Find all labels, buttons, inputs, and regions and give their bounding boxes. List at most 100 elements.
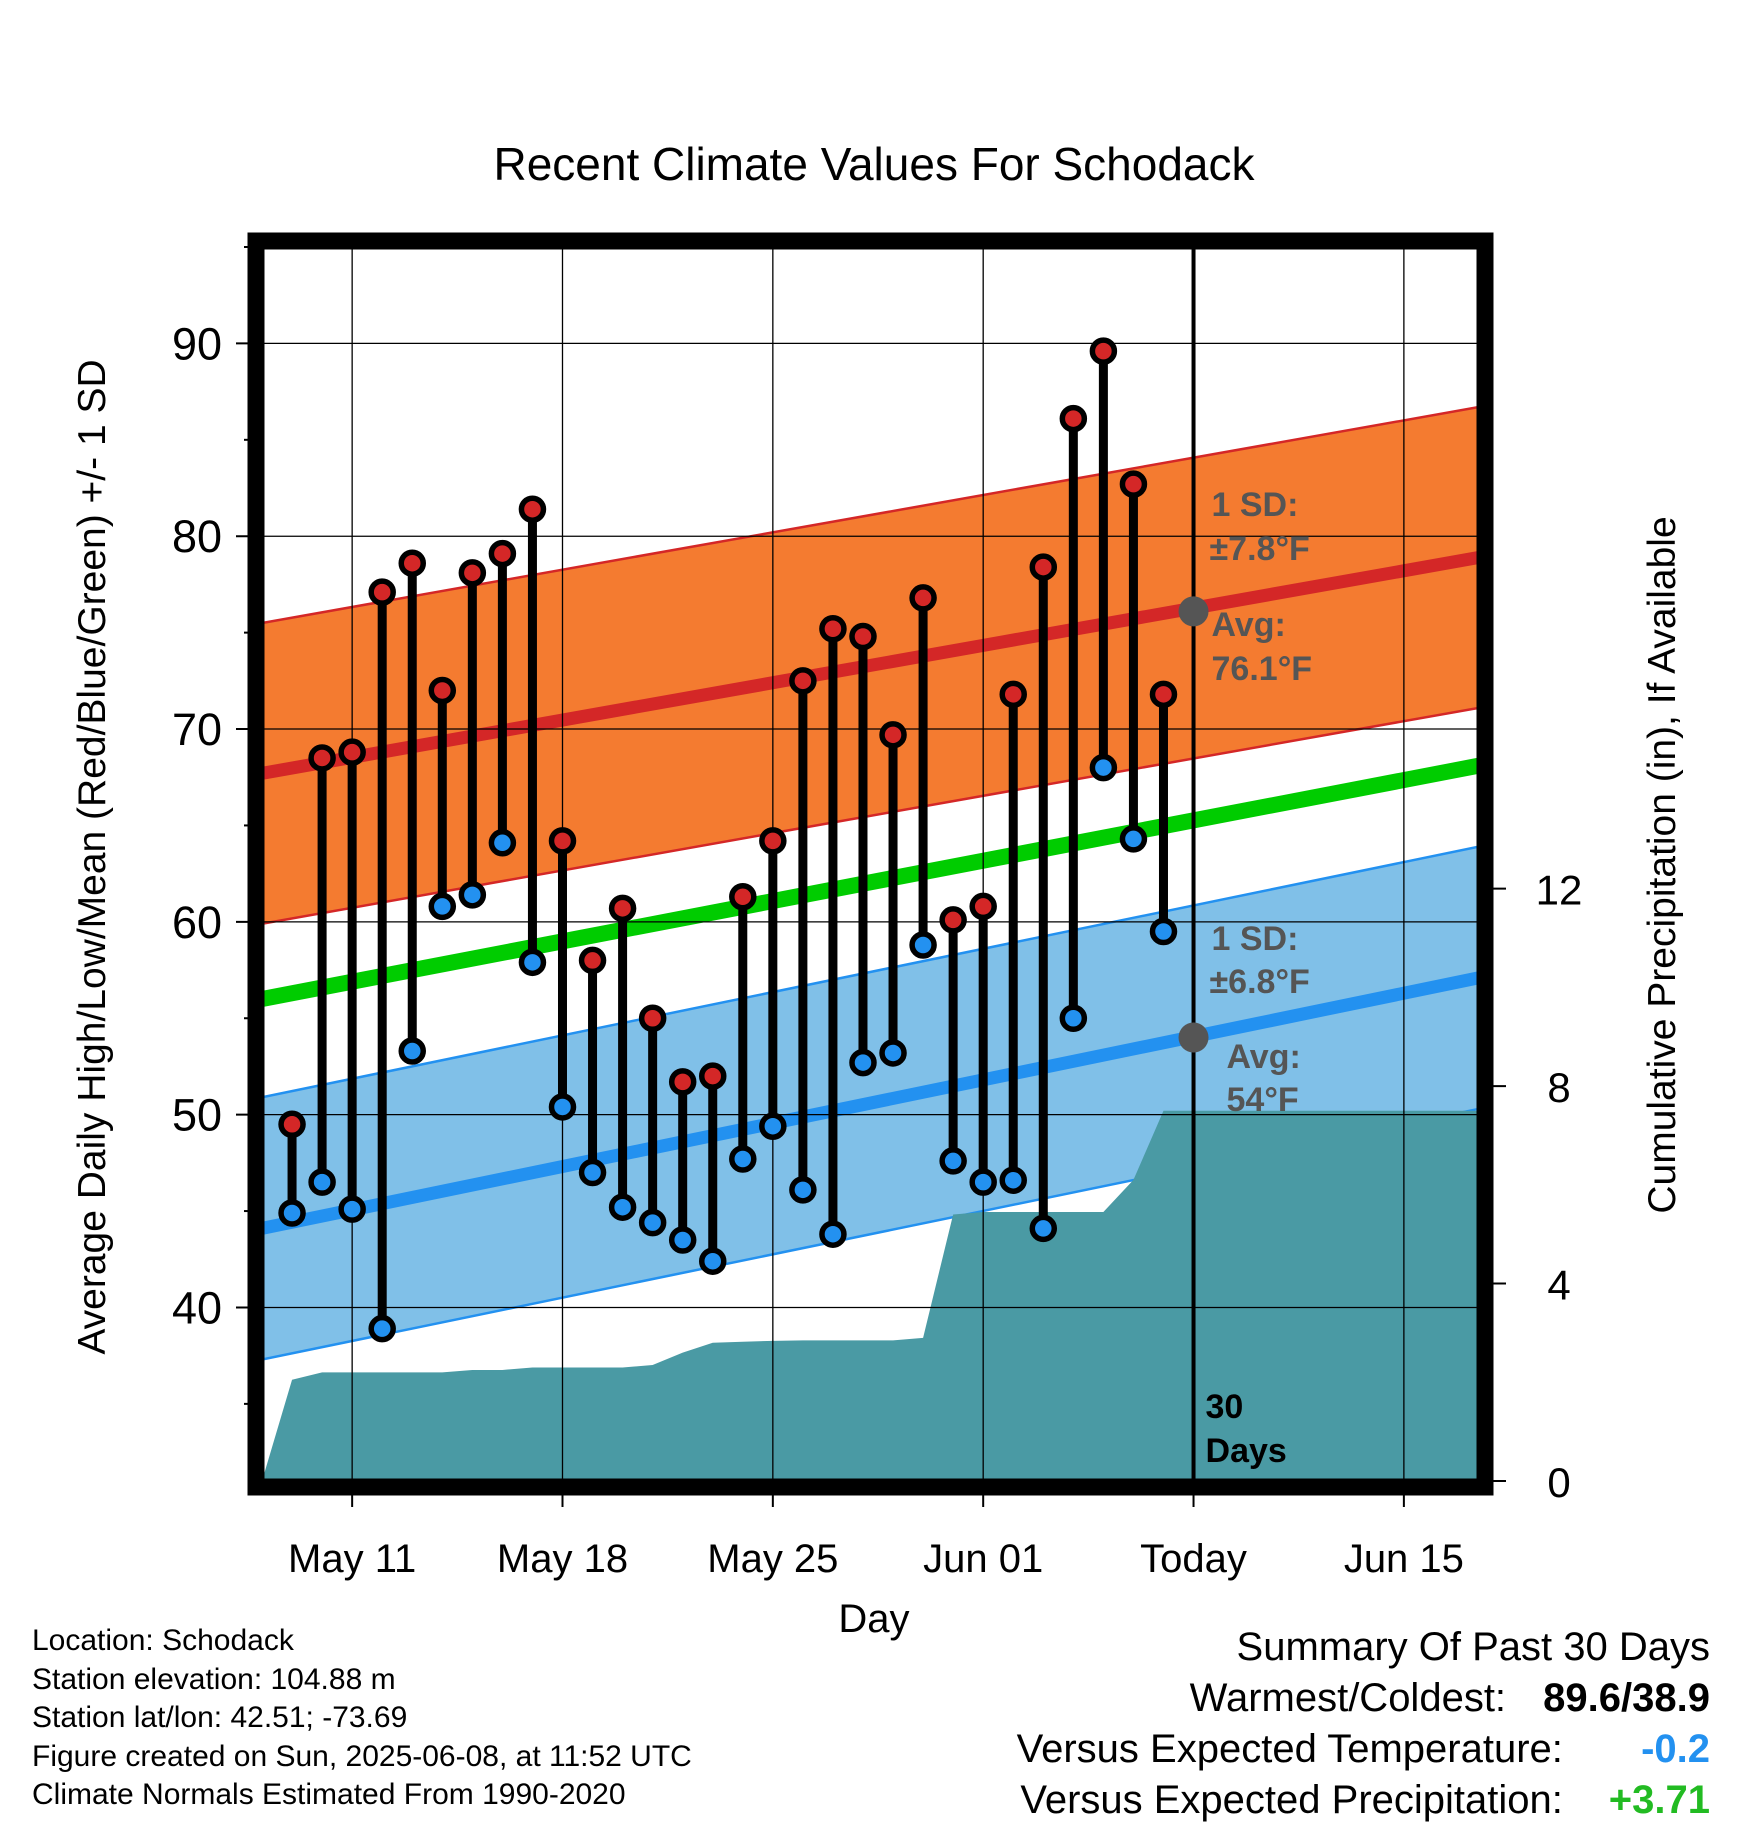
- plot-frame: [247, 232, 1494, 1496]
- high-point: [1089, 337, 1118, 365]
- normal-high-line: [262, 551, 1479, 780]
- low-point: [1149, 917, 1178, 946]
- plot-area: 1 SD: ±7.8°F Avg: 76.1°F 1 SD: ±6.8°F Avg: 54°F…: [262, 247, 1479, 1481]
- high-point: [608, 894, 637, 923]
- high-point: [1059, 404, 1088, 433]
- low-point: [1029, 1214, 1058, 1243]
- high-point: [939, 906, 967, 934]
- precip-row: Versus Expected Precipitation: +3.71: [1017, 1775, 1710, 1826]
- low-point: [338, 1195, 366, 1223]
- x-tick-label: Today: [1140, 1537, 1247, 1581]
- temp-label: Versus Expected Temperature:: [1016, 1727, 1563, 1771]
- high-point: [789, 667, 817, 695]
- low-point: [308, 1168, 336, 1196]
- high-point: [999, 680, 1027, 709]
- high-point: [338, 738, 366, 766]
- low-sd-band-upper-edge: [262, 845, 1479, 1099]
- high-point: [458, 559, 487, 587]
- high-sd-band-upper-edge: [262, 405, 1479, 625]
- plot-content: 1 SD: ±7.8°F Avg: 76.1°F 1 SD: ±6.8°F Avg: 54°F…: [262, 247, 1479, 1481]
- x-tick-label: Jun 01: [923, 1537, 1043, 1581]
- high-point: [488, 539, 517, 568]
- normals-text: Climate Normals Estimated From 1990-2020: [32, 1778, 626, 1811]
- high-avg-label: Avg:: [1212, 606, 1286, 644]
- low-point: [939, 1147, 967, 1175]
- high-point: [308, 744, 336, 772]
- high-point: [578, 946, 607, 975]
- high-point: [368, 578, 396, 606]
- high-point: [1119, 470, 1148, 498]
- normal-low-line: [262, 971, 1479, 1235]
- high-sd-value: ±7.8°F: [1210, 530, 1310, 568]
- high-point: [518, 495, 547, 523]
- low-point: [608, 1193, 637, 1221]
- low-sd-label: 1 SD:: [1212, 920, 1299, 958]
- low-point: [518, 948, 547, 977]
- low-point: [668, 1226, 697, 1254]
- low-point: [428, 892, 457, 921]
- x-tick-label: Jun 15: [1344, 1537, 1464, 1581]
- y-tick-label: 50: [172, 1090, 222, 1141]
- high-point: [819, 615, 847, 643]
- high-point: [428, 676, 457, 705]
- high-point: [1149, 680, 1178, 709]
- axes: May 11 May 18 May 25 Jun 01 Today Jun 1540506…: [172, 232, 1583, 1581]
- precip-label: Versus Expected Precipitation:: [1020, 1778, 1563, 1822]
- low-point: [1089, 753, 1118, 782]
- low-point: [999, 1166, 1027, 1194]
- low-point: [458, 881, 487, 909]
- low-point: [789, 1176, 817, 1204]
- high-point: [398, 549, 426, 577]
- high-point: [698, 1062, 727, 1090]
- y-right-tick-label: 8: [1547, 1064, 1570, 1111]
- y-right-tick-label: 12: [1536, 867, 1583, 914]
- high-point: [278, 1110, 306, 1139]
- high-avg-value: 76.1°F: [1212, 650, 1313, 688]
- low-point: [548, 1093, 577, 1121]
- warm-cold-label: Warmest/Coldest:: [1189, 1676, 1507, 1720]
- high-point: [849, 622, 877, 651]
- low-point: [278, 1199, 306, 1227]
- days-label: Days: [1206, 1432, 1287, 1470]
- y-tick-label: 80: [172, 511, 222, 562]
- low-avg-value: 54°F: [1227, 1081, 1299, 1119]
- high-point: [879, 721, 907, 749]
- normal-mean-line: [262, 757, 1479, 1007]
- low-point: [368, 1314, 396, 1343]
- elevation-text: Station elevation: 104.88 m: [32, 1662, 396, 1696]
- low-avg-label: Avg:: [1227, 1038, 1301, 1076]
- low-point: [488, 829, 517, 857]
- low-point: [638, 1208, 667, 1237]
- latlon-text: Station lat/lon: 42.51; -73.69: [32, 1701, 408, 1734]
- y-tick-label: 40: [172, 1282, 222, 1333]
- low-avg-marker: [1178, 1022, 1209, 1053]
- high-point: [668, 1068, 697, 1096]
- temp-row: Versus Expected Temperature: -0.2: [1017, 1724, 1710, 1775]
- y-tick-label: 90: [172, 318, 222, 369]
- low-point: [969, 1168, 997, 1196]
- low-point: [578, 1158, 607, 1187]
- low-point: [819, 1220, 847, 1248]
- low-point: [759, 1112, 787, 1140]
- low-point: [879, 1039, 907, 1067]
- station-info: Location: Schodack Station elevation: 10…: [32, 1622, 692, 1815]
- high-sd-label: 1 SD:: [1212, 486, 1299, 524]
- precip-area: [262, 1110, 1479, 1481]
- warm-cold-value: 89.6/38.9: [1543, 1676, 1710, 1720]
- low-point: [398, 1037, 426, 1065]
- high-point: [909, 584, 937, 612]
- location-text: Location: Schodack: [32, 1624, 294, 1657]
- low-point: [909, 931, 937, 959]
- precip-value: +3.71: [1608, 1778, 1710, 1822]
- low-sd-value: ±6.8°F: [1210, 963, 1310, 1001]
- high-point: [759, 827, 787, 855]
- high-point: [1029, 553, 1058, 581]
- y-right-tick-label: 4: [1547, 1262, 1570, 1309]
- created-text: Figure created on Sun, 2025-06-08, at 11…: [32, 1739, 692, 1773]
- y-tick-label: 60: [172, 897, 222, 948]
- high-point: [638, 1004, 667, 1032]
- low-point: [698, 1247, 727, 1275]
- high-point: [729, 883, 757, 911]
- chart-title: Recent Climate Values For Schodack: [493, 138, 1255, 190]
